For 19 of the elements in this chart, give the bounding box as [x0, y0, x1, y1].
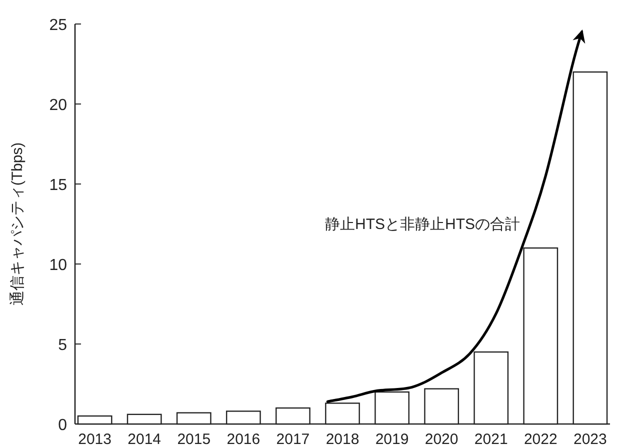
y-tick-label: 20 — [49, 97, 68, 114]
y-tick-label: 15 — [49, 177, 68, 194]
x-tick-label: 2015 — [177, 431, 211, 446]
x-tick-label: 2018 — [326, 431, 360, 446]
series-label: 静止HTSと非静止HTSの合計 — [325, 216, 520, 233]
x-tick-label: 2022 — [524, 431, 558, 446]
x-tick-label: 2016 — [226, 431, 260, 446]
y-tick-label: 10 — [49, 257, 68, 274]
x-tick-label: 2019 — [375, 431, 409, 446]
x-tick-label: 2017 — [276, 431, 310, 446]
x-tick-label: 2013 — [78, 431, 112, 446]
x-tick-label: 2023 — [574, 431, 607, 446]
x-tick-label: 2020 — [424, 431, 458, 446]
y-tick-label: 25 — [49, 17, 68, 34]
x-tick-label: 2021 — [474, 431, 508, 446]
y-tick-label: 0 — [58, 417, 68, 434]
y-tick-label: 5 — [58, 337, 68, 354]
x-tick-label: 2014 — [128, 431, 162, 446]
y-axis-title: 通信キャパシティ(Tbps) — [9, 142, 26, 306]
